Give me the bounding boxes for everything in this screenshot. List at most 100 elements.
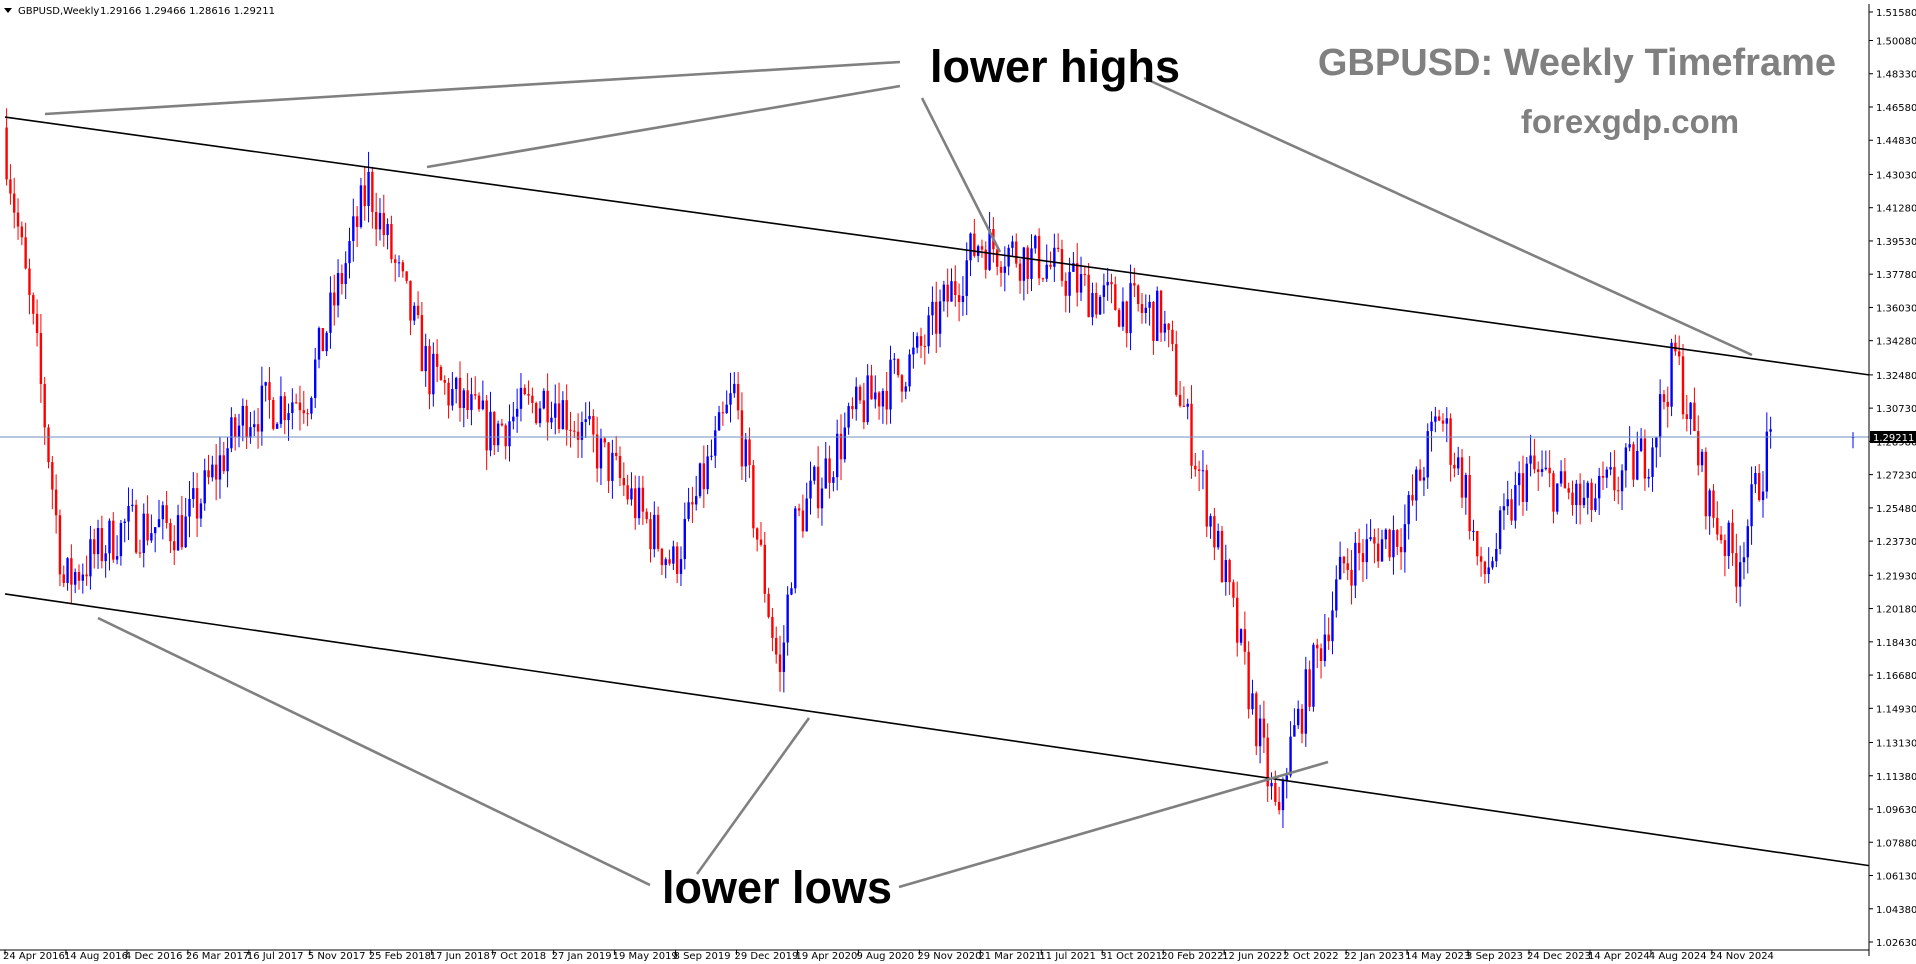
- candle-body: [1037, 235, 1041, 279]
- candle-body: [340, 272, 344, 285]
- candle-body: [809, 480, 812, 499]
- x-tick-label: 16 Jul 2017: [247, 951, 304, 962]
- candle-body: [580, 422, 584, 440]
- candle-body: [401, 262, 405, 272]
- candle-body: [1148, 301, 1151, 308]
- candle-body: [1441, 420, 1445, 424]
- candle-body: [1453, 464, 1456, 469]
- candle-body: [51, 462, 54, 490]
- candle-body: [1491, 561, 1494, 568]
- candle-body: [211, 464, 214, 478]
- candle-body: [355, 216, 359, 227]
- candle-body: [344, 263, 347, 285]
- candle-body: [1056, 247, 1060, 250]
- chart-header-symbol: GBPUSD,Weekly: [18, 6, 99, 17]
- candle-body: [851, 406, 854, 410]
- candle-body: [1243, 629, 1247, 652]
- candle-body: [1129, 283, 1132, 334]
- candle-body: [386, 224, 389, 236]
- candle-body: [649, 519, 652, 550]
- candle-body: [1003, 266, 1007, 273]
- candle-body: [16, 212, 20, 227]
- candle-body: [767, 593, 770, 617]
- candle-body: [824, 458, 827, 489]
- candle-body: [679, 559, 683, 574]
- candle-body: [131, 504, 134, 507]
- candle-body: [169, 523, 172, 542]
- candle-body: [1517, 473, 1521, 486]
- candle-body: [729, 393, 732, 405]
- candle-body: [1468, 474, 1471, 532]
- candle-body: [481, 400, 485, 410]
- candle-body: [1087, 274, 1090, 318]
- candle-body: [1418, 469, 1422, 481]
- candle-body: [1201, 470, 1205, 472]
- candle-body: [390, 224, 393, 260]
- candle-body: [1255, 693, 1258, 747]
- candle-body: [1464, 474, 1468, 498]
- axes-layer: 1.51580 1.50080 1.48330 1.46580 1.44830 1.430…: [0, 4, 1916, 962]
- candle-body: [835, 433, 839, 478]
- candle-body: [893, 358, 896, 360]
- candle-body: [1312, 644, 1315, 707]
- dropdown-triangle-icon[interactable]: [4, 8, 12, 13]
- candle-body: [1754, 472, 1757, 485]
- x-tick-label: 14 Aug 2016: [64, 951, 128, 962]
- x-tick-label: 19 Apr 2020: [795, 951, 857, 962]
- candle-body: [1125, 301, 1128, 334]
- candle-body: [1586, 482, 1589, 498]
- candle-body: [1331, 610, 1334, 642]
- candle-body: [790, 588, 793, 595]
- candle-body: [1258, 718, 1262, 747]
- candle-body: [1548, 467, 1551, 474]
- x-tick-label: 19 May 2019: [613, 951, 678, 962]
- candle-body: [1060, 249, 1064, 281]
- candle-body: [1761, 491, 1765, 501]
- candle-body: [1167, 323, 1170, 330]
- candle-body: [165, 505, 168, 524]
- candle-body: [942, 284, 946, 302]
- x-tick-label: 29 Dec 2019: [735, 951, 799, 962]
- candle-body: [1476, 530, 1479, 557]
- candle-body: [192, 488, 195, 499]
- candle-body: [462, 390, 465, 408]
- candle-body: [439, 366, 443, 380]
- candle-body: [1597, 475, 1601, 499]
- candle-body: [1578, 483, 1582, 506]
- candle-body: [363, 185, 366, 206]
- candle-body: [858, 386, 862, 401]
- candle-body: [1388, 529, 1391, 558]
- candle-body: [432, 353, 435, 395]
- candle-body: [1457, 457, 1460, 469]
- candle-body: [973, 233, 976, 256]
- candle-body: [1232, 582, 1235, 598]
- candle-body: [199, 503, 203, 519]
- candle-body: [207, 470, 210, 478]
- candle-body: [763, 544, 766, 594]
- annotation-pointer: [898, 760, 1329, 889]
- candle-body: [759, 539, 763, 545]
- candle-body: [1643, 438, 1647, 479]
- candle-body: [454, 377, 458, 389]
- candle-body: [203, 470, 206, 504]
- candle-body: [1460, 457, 1464, 498]
- candle-body: [595, 434, 599, 469]
- candle-body: [58, 515, 62, 575]
- candle-body: [523, 387, 526, 395]
- candle-body: [900, 375, 904, 392]
- candle-body: [1377, 543, 1380, 562]
- candle-body: [839, 433, 843, 460]
- candle-body: [870, 375, 873, 400]
- candle-body: [592, 415, 595, 435]
- candle-body: [1110, 281, 1113, 285]
- candle-body: [173, 541, 176, 551]
- candle-body: [1628, 444, 1631, 448]
- candle-body: [1552, 473, 1555, 512]
- candle-body: [77, 572, 81, 581]
- candle-body: [816, 466, 820, 509]
- candle-body: [195, 488, 199, 519]
- candle-body: [706, 456, 709, 490]
- candle-body: [622, 478, 626, 486]
